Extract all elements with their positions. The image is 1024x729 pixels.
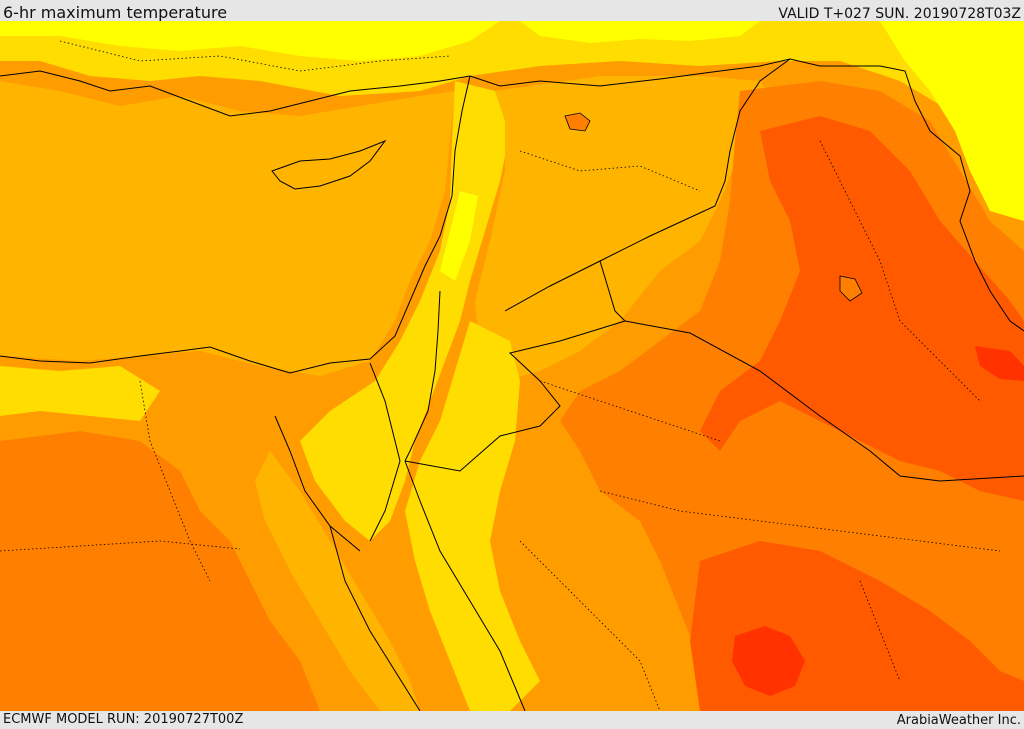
zone-north-bright-yellow [0, 21, 500, 61]
zone-south-red [732, 626, 805, 696]
zone-mediterranean [0, 81, 455, 376]
coastline-redsea-west [329, 525, 421, 711]
coastline-sinai-west [274, 415, 361, 552]
zone-egypt-yellow [0, 366, 160, 421]
province-line [599, 490, 1001, 552]
province-line [59, 40, 451, 72]
province-line [519, 150, 701, 192]
zone-syria-light [475, 76, 780, 381]
zone-iraq-red-orange [700, 116, 1024, 501]
zone-gulf-red [975, 346, 1024, 381]
province-line [139, 380, 211, 582]
credit-text: ArabiaWeather Inc. [896, 713, 1021, 728]
cyprus-outline [271, 139, 387, 190]
map-title: 6-hr maximum temperature [3, 3, 228, 22]
border-saudi-iraq [624, 320, 1024, 482]
zone-jordan-yellow [405, 321, 540, 711]
zone-levant-yellow [300, 81, 510, 541]
model-run: ECMWF MODEL RUN: 20190727T00Z [3, 712, 244, 727]
province-borders [0, 40, 1001, 711]
temperature-map [0, 21, 1024, 711]
header-bar: 6-hr maximum temperature VALID T+027 SUN… [0, 0, 1024, 22]
coastline-redsea-east [404, 460, 526, 711]
footer-bar [0, 711, 1024, 729]
border-israel-egypt [369, 362, 401, 542]
zone-north-strip [520, 21, 760, 43]
province-line [0, 540, 241, 552]
lake-shape [839, 275, 863, 302]
zone-north-yellow [0, 21, 1024, 141]
valid-time: VALID T+027 SUN. 20190728T03Z [778, 6, 1021, 22]
zone-levant-bright [440, 191, 478, 281]
gulf-coast [974, 260, 1024, 332]
zone-northeast-yellow [880, 21, 1024, 221]
border-turkey-syria [469, 58, 976, 262]
zone-redsea-light [255, 451, 420, 711]
zone-egypt-dark [0, 431, 320, 711]
border-syria-iraq [504, 58, 791, 312]
lake-shape [564, 112, 591, 132]
border-israel-jordan [404, 290, 441, 462]
coastline-turkey [0, 70, 471, 117]
province-line [519, 540, 661, 711]
coastline-mediterranean [0, 75, 471, 374]
